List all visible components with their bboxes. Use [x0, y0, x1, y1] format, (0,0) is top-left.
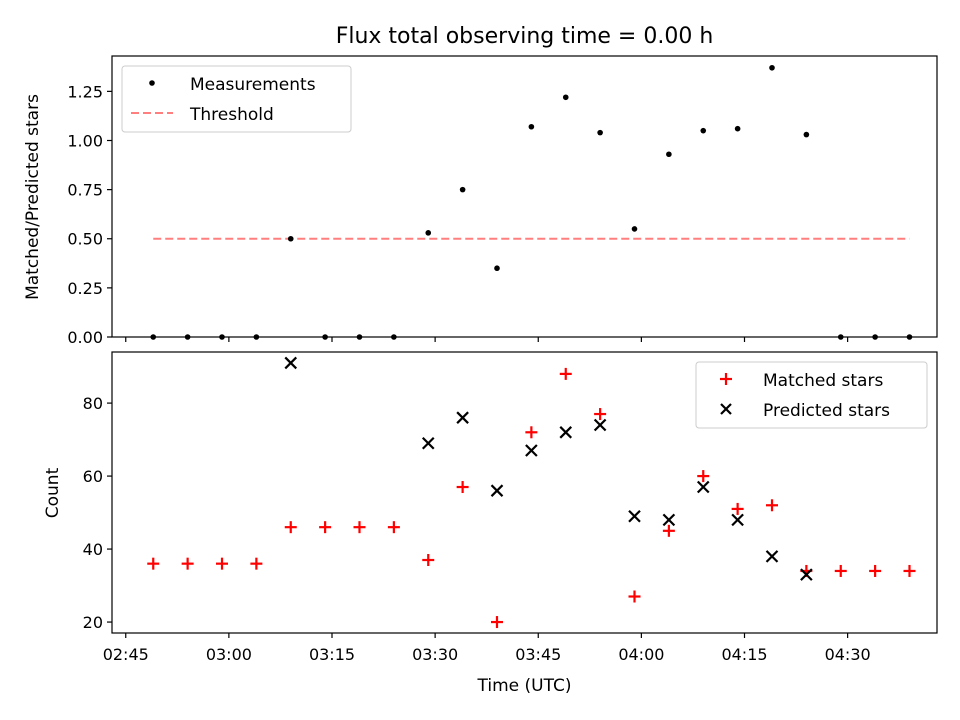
- legend-measurements-marker: [149, 80, 155, 86]
- top-y-axis-label: Matched/Predicted stars: [23, 94, 43, 300]
- predicted-stars-point: [421, 436, 435, 450]
- top-legend-box: [121, 65, 352, 133]
- measurement-point: [803, 131, 810, 138]
- legend-predicted-label: Predicted stars: [763, 401, 890, 421]
- measurement-point: [287, 235, 294, 242]
- bottom-plot-marks: [147, 356, 916, 629]
- counts-panel: Count Time (UTC) 20 40 60 80 02:45 03:00 03:1…: [43, 351, 938, 696]
- measurement-point: [666, 151, 672, 158]
- matched-stars-point: [387, 521, 400, 534]
- matched-stars-point: [697, 470, 710, 483]
- x-axis-label: Time (UTC): [477, 676, 572, 696]
- matched-stars-point: [869, 564, 882, 577]
- legend-predicted-marker: [720, 403, 732, 415]
- top-y-tick-label: 0.25: [67, 279, 103, 298]
- measurement-point: [562, 94, 569, 101]
- matched-stars-point: [559, 367, 572, 380]
- matched-stars-point: [662, 524, 675, 537]
- top-y-tick-label: 0.00: [67, 328, 103, 347]
- matched-stars-point: [250, 557, 263, 570]
- matched-stars-point: [491, 616, 503, 629]
- legend-measurements-label: Measurements: [190, 75, 316, 95]
- top-y-tick-label: 0.50: [67, 230, 103, 249]
- chart-title: Flux total observing time = 0.00 h: [336, 24, 714, 49]
- top-plot-marks: [150, 64, 913, 340]
- matched-stars-point: [147, 557, 160, 570]
- measurement-point: [597, 129, 603, 136]
- predicted-stars-point: [559, 426, 573, 439]
- predicted-stars-point: [628, 509, 641, 523]
- matched-stars-point: [834, 564, 847, 577]
- legend-matched-marker: [720, 373, 732, 385]
- matched-stars-point: [353, 521, 366, 534]
- matched-stars-point: [766, 499, 778, 512]
- matched-stars-point: [284, 521, 297, 534]
- top-legend: Measurements Threshold: [121, 65, 352, 133]
- bottom-x-tick-label: 02:45: [103, 645, 149, 664]
- predicted-stars-point: [593, 418, 607, 432]
- measurement-point: [425, 230, 432, 236]
- bottom-y-tick-label: 40: [83, 540, 103, 559]
- bottom-x-ticks: 02:45 03:00 03:15 03:30 03:45 04:00 04:15 04:30: [103, 633, 871, 664]
- top-axes-frame: [111, 55, 938, 338]
- predicted-stars-point: [525, 444, 538, 457]
- measurement-point: [734, 125, 741, 132]
- bottom-axes-frame: [111, 351, 938, 634]
- predicted-stars-point: [456, 411, 469, 424]
- matched-stars-point: [594, 408, 607, 421]
- legend-threshold-label: Threshold: [189, 105, 274, 125]
- bottom-x-tick-label: 03:15: [309, 645, 355, 664]
- predicted-stars-point: [696, 480, 710, 494]
- predicted-stars-point: [662, 513, 676, 527]
- measurement-point: [769, 64, 775, 71]
- top-y-tick-label: 0.75: [67, 181, 103, 200]
- bottom-y-tick-label: 80: [83, 394, 103, 413]
- bottom-legend: Matched stars Predicted stars: [695, 361, 928, 429]
- bottom-y-axis-label: Count: [43, 467, 63, 518]
- bottom-x-tick-label: 03:30: [412, 645, 458, 664]
- matched-stars-point: [525, 426, 538, 439]
- matched-stars-point: [456, 481, 469, 494]
- matched-stars-point: [319, 521, 332, 534]
- measurement-point: [631, 226, 638, 232]
- ratio-panel: Matched/Predicted stars 0.00 0.25 0.50 0.75…: [23, 55, 938, 347]
- measurement-point: [494, 265, 500, 272]
- matched-stars-point: [181, 557, 194, 570]
- bottom-x-tick-label: 03:45: [515, 645, 561, 664]
- matched-stars-point: [903, 564, 916, 577]
- predicted-stars-point: [800, 568, 813, 581]
- matched-stars-point: [422, 554, 435, 567]
- bottom-y-ticks: 20 40 60 80: [83, 394, 112, 632]
- matched-stars-point: [731, 502, 744, 515]
- predicted-stars-point: [765, 550, 779, 563]
- top-y-ticks: 0.00 0.25 0.50 0.75 1.00 1.25: [67, 82, 112, 347]
- top-y-tick-label: 1.00: [67, 131, 103, 150]
- measurement-point: [459, 186, 466, 193]
- bottom-x-tick-label: 04:00: [618, 645, 664, 664]
- bottom-x-tick-label: 04:30: [825, 645, 871, 664]
- matched-stars-point: [628, 590, 641, 603]
- predicted-stars-point: [731, 513, 744, 527]
- bottom-legend-box: [695, 361, 928, 429]
- bottom-y-tick-label: 60: [83, 467, 103, 486]
- bottom-x-tick-label: 04:15: [721, 645, 767, 664]
- bottom-y-tick-label: 20: [83, 613, 103, 632]
- measurement-point: [528, 123, 535, 130]
- legend-matched-label: Matched stars: [763, 371, 883, 391]
- top-x-ticks: [125, 337, 849, 342]
- matched-stars-point: [216, 557, 228, 570]
- bottom-x-tick-label: 03:00: [206, 645, 252, 664]
- top-y-tick-label: 1.25: [67, 82, 103, 101]
- measurement-point: [700, 127, 707, 134]
- predicted-stars-point: [284, 356, 298, 370]
- predicted-stars-point: [490, 484, 504, 497]
